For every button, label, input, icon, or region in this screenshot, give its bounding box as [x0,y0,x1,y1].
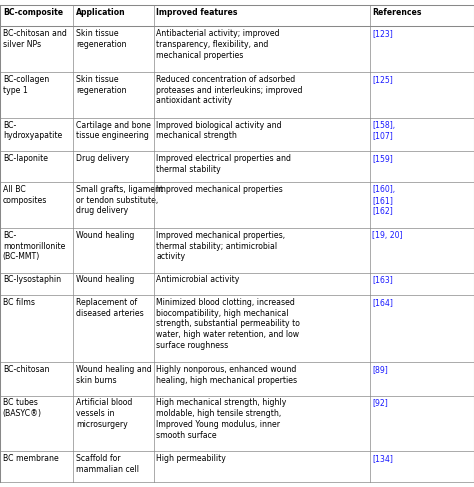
Text: [134]: [134] [372,454,393,463]
Text: Reduced concentration of adsorbed
proteases and interleukins; improved
antioxida: Reduced concentration of adsorbed protea… [156,75,303,105]
Text: High mechanical strength, highly
moldable, high tensile strength,
Improved Young: High mechanical strength, highly moldabl… [156,398,287,440]
Text: [92]: [92] [372,398,388,408]
Text: Minimized blood clotting, increased
biocompatibility, high mechanical
strength, : Minimized blood clotting, increased bioc… [156,298,301,350]
Text: BC-
montmorillonite
(BC-MMT): BC- montmorillonite (BC-MMT) [3,231,65,261]
Text: Drug delivery: Drug delivery [76,154,129,163]
Text: BC tubes
(BASYC®): BC tubes (BASYC®) [3,398,42,418]
Text: Wound healing: Wound healing [76,231,134,240]
Text: Wound healing and
skin burns: Wound healing and skin burns [76,365,152,385]
Text: BC membrane: BC membrane [3,454,59,463]
Text: BC-composite: BC-composite [3,8,63,17]
Text: BC films: BC films [3,298,35,307]
Text: Skin tissue
regeneration: Skin tissue regeneration [76,29,127,49]
Text: BC-
hydroxyapatite: BC- hydroxyapatite [3,121,62,140]
Text: References: References [372,8,421,17]
Text: All BC
composites: All BC composites [3,185,47,205]
Text: [89]: [89] [372,365,388,374]
Text: Scaffold for
mammalian cell: Scaffold for mammalian cell [76,454,139,474]
Text: [163]: [163] [372,276,393,284]
Text: Improved biological activity and
mechanical strength: Improved biological activity and mechani… [156,121,282,140]
Text: [159]: [159] [372,154,393,163]
Text: Application: Application [76,8,126,17]
Text: High permeability: High permeability [156,454,226,463]
Text: Improved mechanical properties,
thermal stability; antimicrobial
activity: Improved mechanical properties, thermal … [156,231,285,261]
Text: [164]: [164] [372,298,393,307]
Text: [123]: [123] [372,29,393,38]
Text: Skin tissue
regeneration: Skin tissue regeneration [76,75,127,94]
Text: Replacement of
diseased arteries: Replacement of diseased arteries [76,298,144,318]
Text: [160],
[161]
[162]: [160], [161] [162] [372,185,395,215]
Text: BC-chitosan and
silver NPs: BC-chitosan and silver NPs [3,29,67,49]
Text: Improved mechanical properties: Improved mechanical properties [156,185,283,194]
Text: BC-collagen
type 1: BC-collagen type 1 [3,75,49,94]
Text: Antimicrobial activity: Antimicrobial activity [156,276,240,284]
Text: Improved electrical properties and
thermal stability: Improved electrical properties and therm… [156,154,292,174]
Text: Antibacterial activity; improved
transparency, flexibility, and
mechanical prope: Antibacterial activity; improved transpa… [156,29,280,59]
Text: Wound healing: Wound healing [76,276,134,284]
Text: Artificial blood
vessels in
microsurgery: Artificial blood vessels in microsurgery [76,398,132,429]
Text: BC-chitosan: BC-chitosan [3,365,49,374]
Text: Highly nonporous, enhanced wound
healing, high mechanical properties: Highly nonporous, enhanced wound healing… [156,365,298,385]
Text: Cartilage and bone
tissue engineering: Cartilage and bone tissue engineering [76,121,151,140]
Text: BC-lysostaphin: BC-lysostaphin [3,276,61,284]
Text: [19, 20]: [19, 20] [372,231,402,240]
Text: [158],
[107]: [158], [107] [372,121,395,140]
Text: [125]: [125] [372,75,393,84]
Text: BC-laponite: BC-laponite [3,154,48,163]
Text: Improved features: Improved features [156,8,238,17]
Text: Small grafts, ligament
or tendon substitute,
drug delivery: Small grafts, ligament or tendon substit… [76,185,163,215]
